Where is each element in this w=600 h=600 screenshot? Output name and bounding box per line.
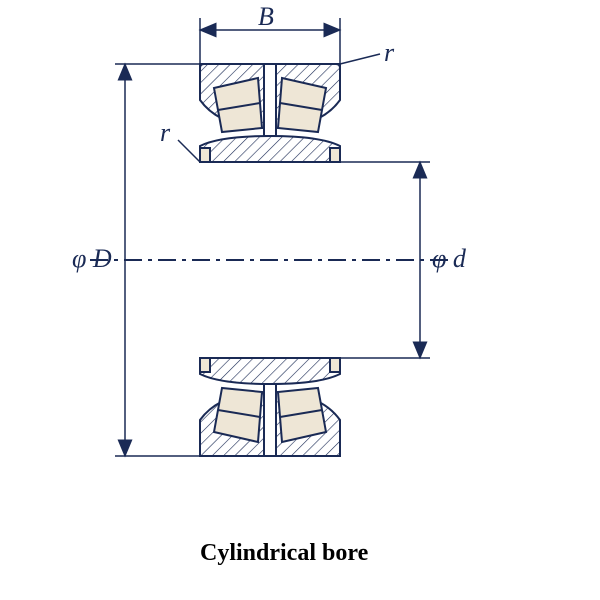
- label-r-outer: r: [384, 38, 394, 68]
- label-B: B: [258, 2, 274, 32]
- figure-caption: Cylindrical bore: [200, 540, 368, 567]
- label-phi-D: φ D: [72, 244, 112, 274]
- bearing-diagram: [0, 0, 600, 600]
- label-phi-d: φ d: [432, 244, 466, 274]
- label-r-inner: r: [160, 118, 170, 148]
